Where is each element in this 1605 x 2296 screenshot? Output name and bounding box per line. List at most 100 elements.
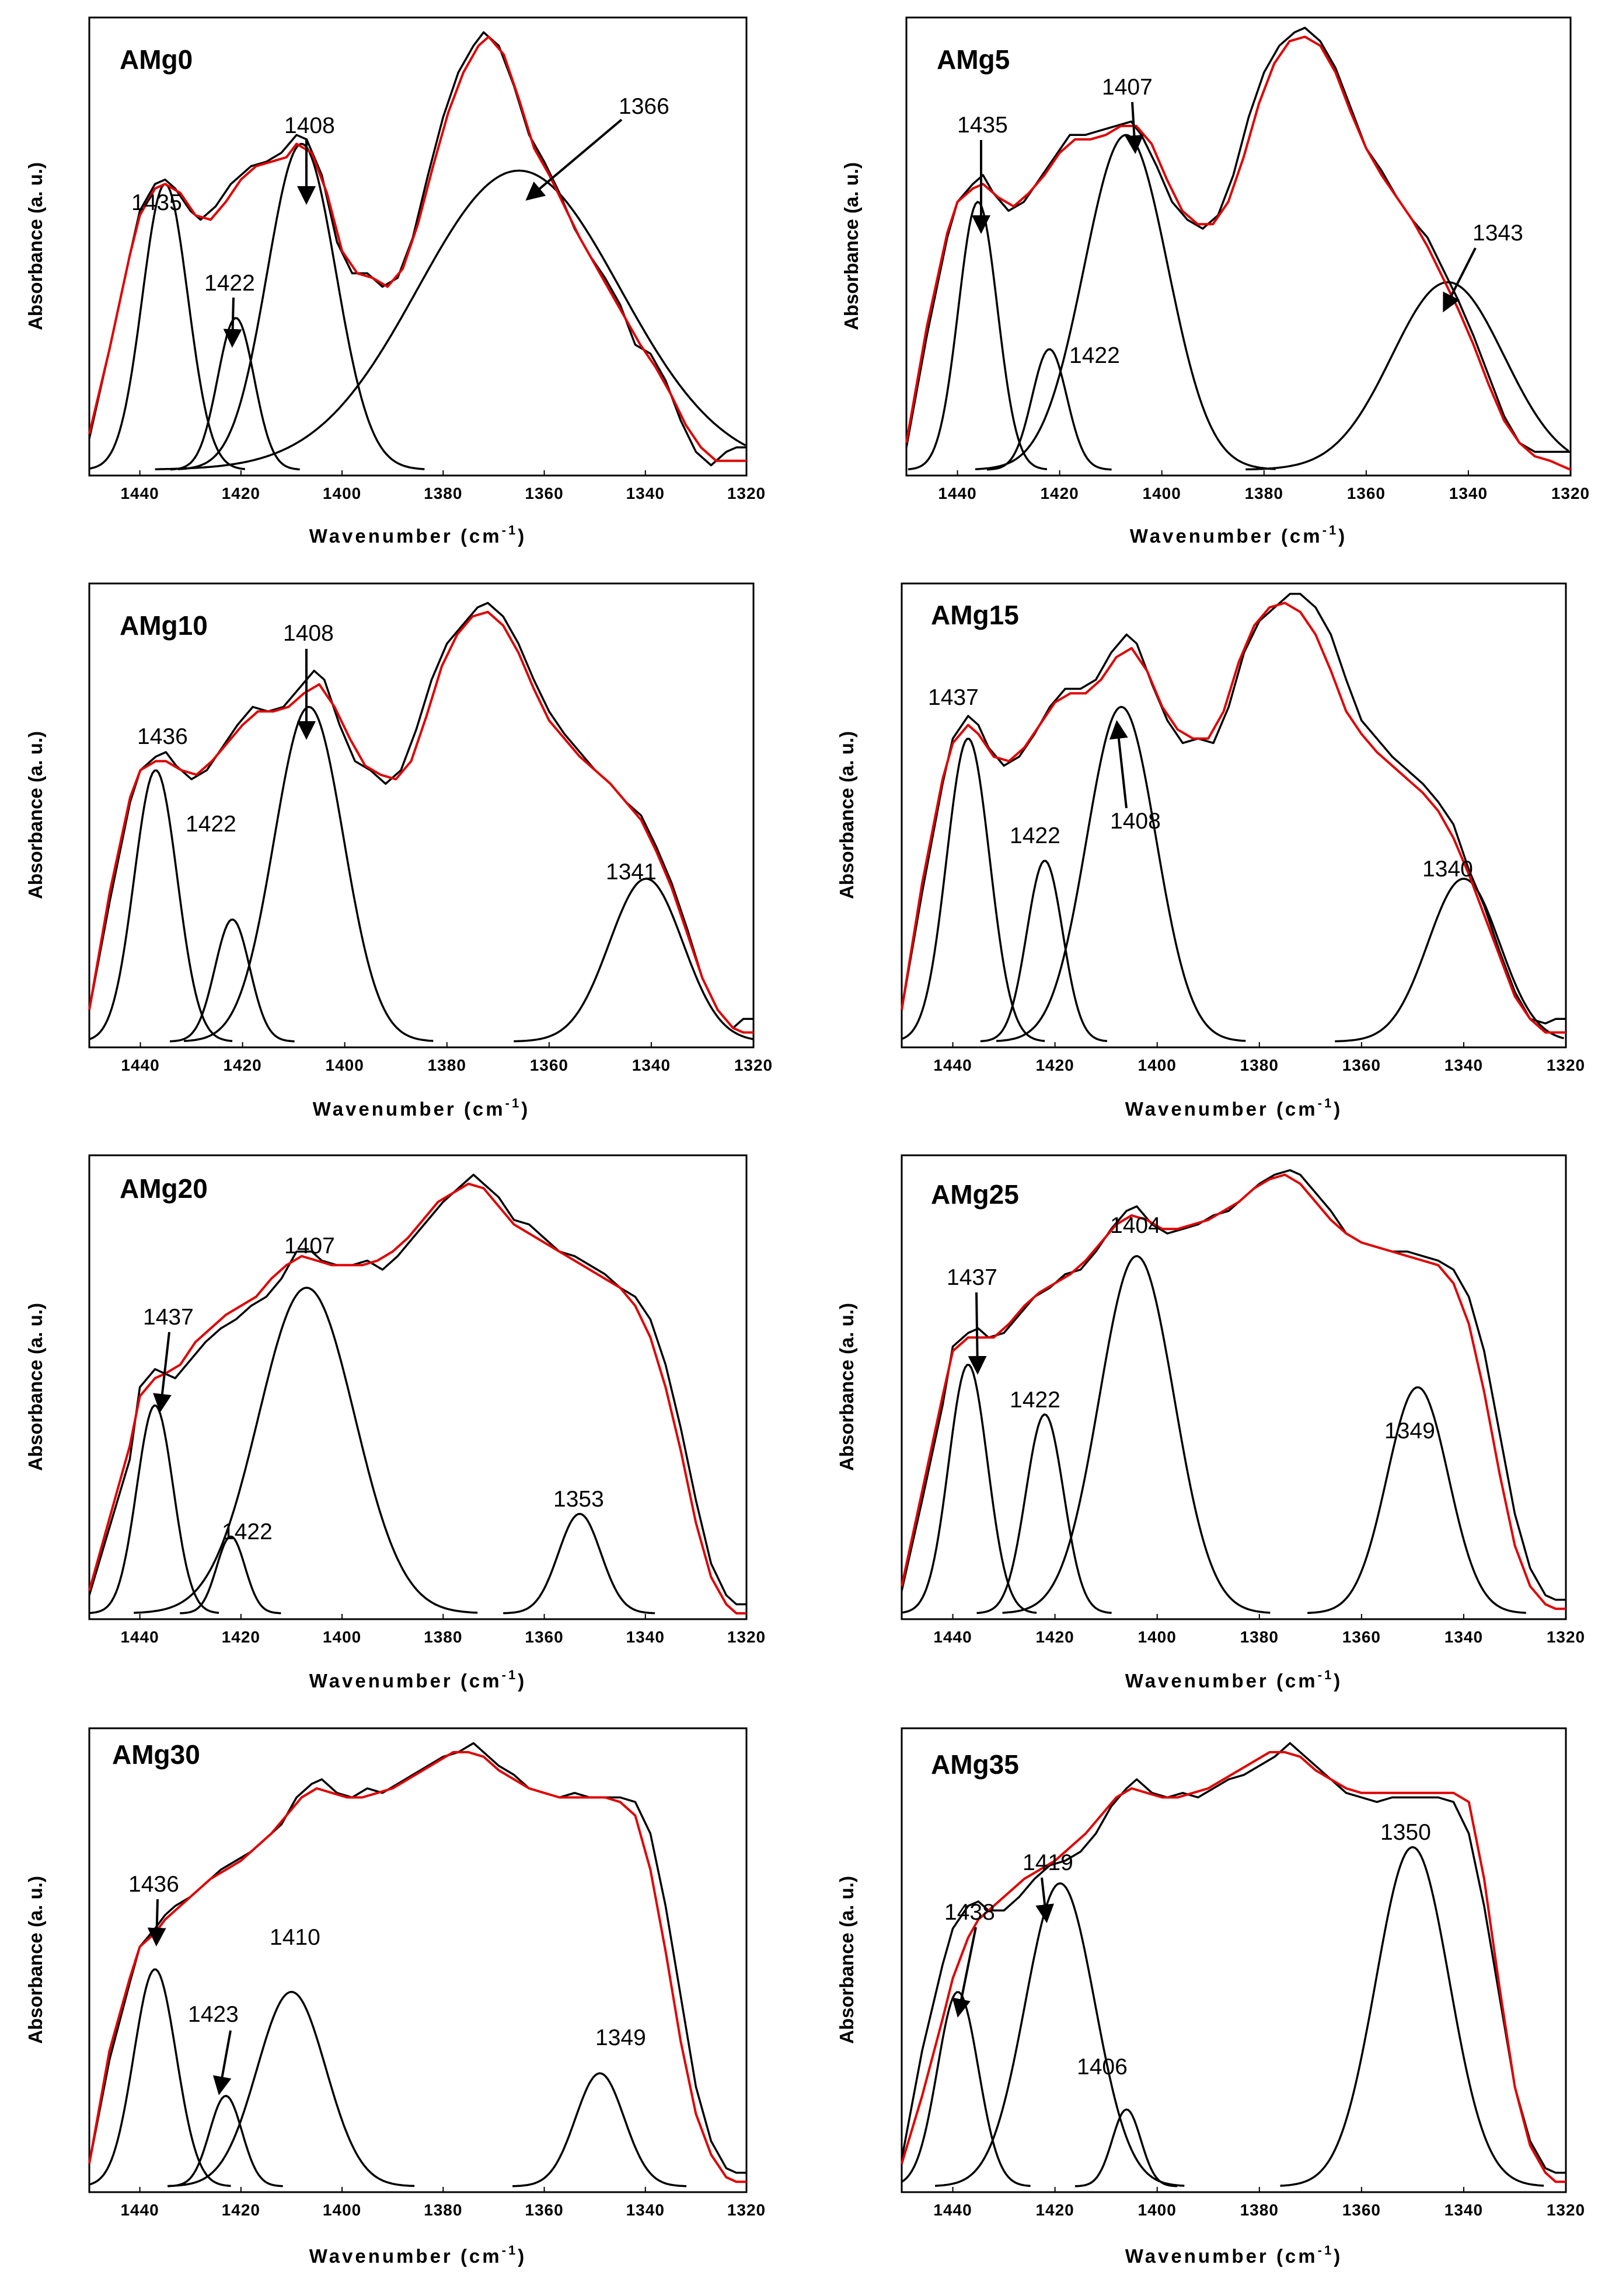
arrow [1109, 720, 1128, 809]
x-tick-label: 1420 [1040, 484, 1079, 502]
x-axis-label: Wavenumber (cm-1) [313, 1096, 530, 1120]
peak-label-1340: 1340 [1422, 857, 1473, 882]
x-tick-label: 1400 [323, 2201, 361, 2219]
x-tick-label: 1360 [1342, 1628, 1381, 1646]
x-tick-label: 1320 [727, 2201, 766, 2219]
peak-label-1341: 1341 [606, 859, 657, 885]
x-tick-label: 1420 [222, 1628, 260, 1646]
component-peak-1437 [89, 769, 233, 1042]
x-tick-label: 1400 [1143, 484, 1181, 502]
fit-curve [88, 610, 753, 1034]
x-tick-label: 1320 [1547, 2201, 1585, 2219]
x-tick-label: 1400 [1138, 1628, 1177, 1646]
plot-frame [88, 16, 748, 477]
peak-label-1349: 1349 [595, 2025, 646, 2050]
component-peak-1349 [1307, 1386, 1526, 1614]
x-axis-label: Wavenumber (cm-1) [1130, 523, 1347, 547]
x-tick-label: 1320 [734, 1056, 773, 1074]
x-tick-label: 1380 [1245, 484, 1283, 502]
x-tick-label: 1360 [530, 1056, 568, 1074]
experimental-curve [905, 26, 1571, 453]
peak-label-1407: 1407 [284, 1233, 335, 1259]
x-tick-label: 1440 [933, 1056, 972, 1074]
x-axis-label: Wavenumber (cm-1) [309, 523, 526, 547]
x-tick-label: 1360 [525, 1628, 563, 1646]
plot-frame [88, 1154, 748, 1620]
y-axis-label: Absorbance (a. u.) [25, 1303, 46, 1471]
panel-amg15: 1440 1420 1400 1380 1360 1340 1320 AMg15 Absor… [836, 582, 1585, 1120]
x-tick-label: 1380 [424, 2201, 462, 2219]
component-peak-1422 [180, 1535, 281, 1614]
peak-label-1350: 1350 [1380, 1820, 1431, 1845]
fit-curve [901, 1173, 1566, 1610]
x-tick-label: 1360 [1347, 484, 1386, 502]
y-axis-label: Absorbance (a. u.) [25, 162, 46, 330]
x-axis-label: Wavenumber (cm-1) [1125, 1096, 1342, 1120]
plot-frame [901, 1154, 1567, 1620]
component-peak-1422 [169, 918, 295, 1043]
x-tick-label: 1440 [120, 484, 159, 502]
panel-amg25: 1440 1420 1400 1380 1360 1340 1320 AMg25 Absor… [836, 1154, 1585, 1692]
x-tick-label: 1340 [1444, 1628, 1483, 1646]
fit-curve [905, 36, 1571, 471]
panel-title: AMg0 [120, 44, 193, 75]
component-peak-1422 [976, 1413, 1112, 1614]
component-peak-1435 [89, 183, 245, 470]
peak-label-1353: 1353 [553, 1487, 604, 1512]
peak-label-1435: 1435 [957, 113, 1008, 138]
y-axis-label: Absorbance (a. u.) [25, 1876, 46, 2044]
experimental-curve [88, 1173, 746, 1606]
x-tick-label: 1400 [1138, 2201, 1177, 2219]
x-tick-label: 1420 [1035, 1628, 1074, 1646]
arrow [952, 1927, 977, 2018]
x-tick-label: 1380 [1240, 1056, 1279, 1074]
fit-curve [901, 602, 1566, 1034]
peak-label-1422: 1422 [186, 812, 236, 837]
peak-label-1422: 1422 [222, 1519, 273, 1544]
component-peak-1408 [177, 142, 425, 470]
panel-amg5: 1440 1420 1400 1380 1360 1340 1320 AMg5 Absorb… [840, 16, 1589, 547]
panel-title: AMg25 [931, 1179, 1019, 1210]
component-peak-1344 [1245, 281, 1569, 471]
peak-label-1436: 1436 [128, 1872, 179, 1897]
peak-label-1422: 1422 [1010, 1388, 1060, 1413]
experimental-curve [88, 602, 753, 1029]
component-peak-1407 [184, 705, 434, 1042]
x-tick-label: 1380 [1240, 1628, 1279, 1646]
component-peak-1423 [167, 2095, 283, 2187]
component-peak-1341 [514, 878, 753, 1043]
component-peak-1419 [935, 1882, 1185, 2187]
x-tick-label: 1440 [933, 2201, 972, 2219]
peak-label-1436: 1436 [137, 724, 188, 749]
arrow [968, 1292, 987, 1375]
x-tick-label: 1420 [222, 2201, 260, 2219]
plot-frame [88, 1727, 748, 2193]
x-tick-label: 1380 [424, 1628, 462, 1646]
component-peak-1404 [1002, 1255, 1271, 1614]
y-axis-label: Absorbance (a. u.) [25, 731, 46, 899]
arrow [147, 1899, 166, 1946]
peak-label-1406: 1406 [1077, 2054, 1128, 2080]
component-peak-1340 [1335, 878, 1564, 1043]
panel-amg35: 1440 1420 1400 1380 1360 1340 1320 AMg35 Absor… [836, 1727, 1585, 2267]
arrow [1035, 1877, 1055, 1923]
x-tick-label: 1440 [933, 1628, 972, 1646]
y-axis-label: Absorbance (a. u.) [836, 731, 857, 899]
peak-label-1366: 1366 [619, 94, 669, 119]
x-axis-label: Wavenumber (cm-1) [309, 2243, 526, 2267]
component-peak-1422 [980, 859, 1108, 1043]
x-tick-label: 1400 [323, 484, 361, 502]
panel-amg10: 1440 1420 1400 1380 1360 1340 1320 AMg10 Absor… [25, 582, 773, 1120]
peak-label-1422: 1422 [204, 271, 255, 296]
experimental-curve [901, 1742, 1566, 2174]
panel-title: AMg10 [120, 610, 208, 641]
experimental-curve [901, 1169, 1566, 1601]
x-tick-label: 1360 [1342, 2201, 1381, 2219]
fit-curve [901, 1751, 1566, 2183]
fit-curve [88, 1182, 746, 1614]
component-peak-1407 [134, 1287, 478, 1614]
x-tick-label: 1420 [223, 1056, 261, 1074]
experimental-curve [88, 1742, 746, 2174]
arrow [1125, 102, 1144, 154]
arrow [525, 118, 623, 201]
